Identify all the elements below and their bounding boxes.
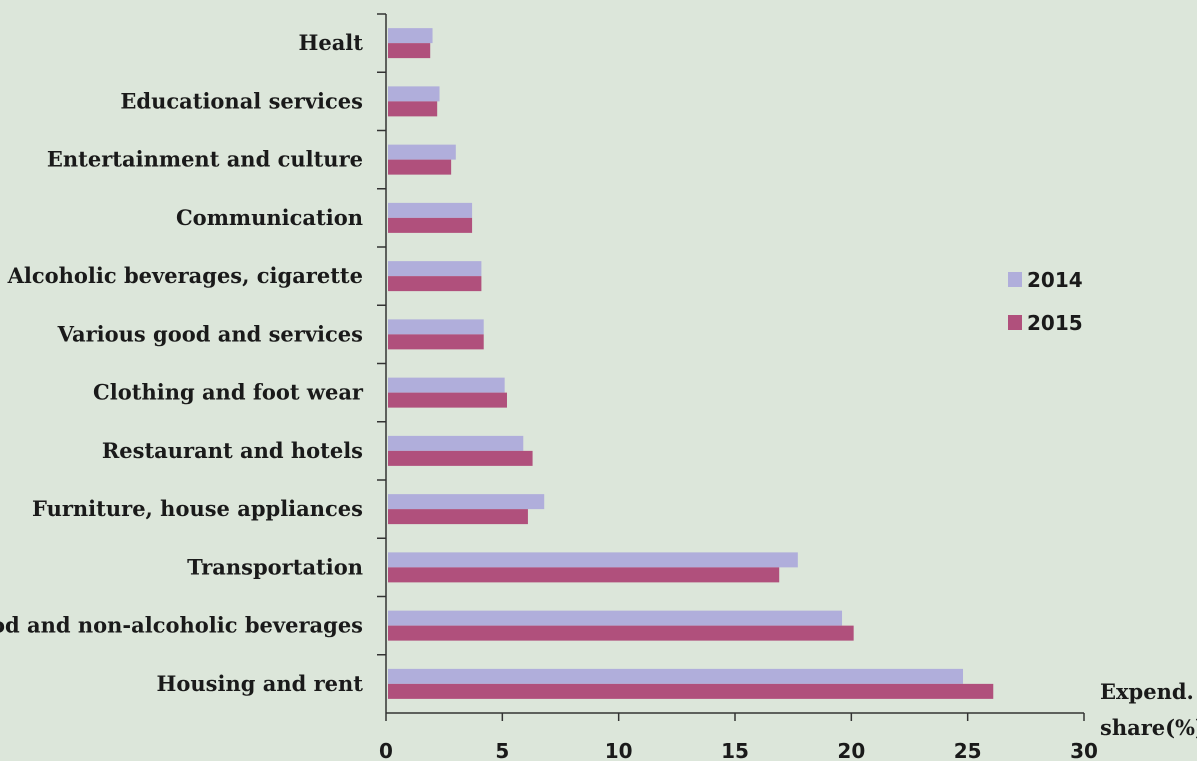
x-tick-label: 20: [837, 739, 865, 761]
category-label: Clothing and foot wear: [93, 380, 364, 405]
axes-layer: [377, 13, 1085, 721]
bar-2014-8: [388, 494, 545, 510]
bar-2014-9: [388, 552, 798, 568]
bar-2015-5: [388, 334, 484, 350]
bar-2014-4: [388, 261, 482, 277]
category-label: Various good and services: [57, 321, 363, 346]
legend: 2014 2015: [1008, 268, 1083, 335]
bar-2014-3: [388, 202, 473, 218]
bar-2014-2: [388, 144, 456, 160]
bar-2014-6: [388, 377, 505, 393]
x-axis-title-line: share(%): [1100, 715, 1197, 740]
bar-2014-1: [388, 86, 440, 102]
category-label: Healt: [299, 30, 364, 55]
bars-layer: [388, 28, 994, 699]
x-tick-label: 15: [721, 739, 749, 761]
bar-2015-2: [388, 159, 452, 175]
category-label: Communication: [176, 205, 363, 230]
category-label: Food and non-alcoholic beverages: [0, 613, 363, 638]
bar-2015-10: [388, 625, 854, 641]
bar-2014-0: [388, 28, 433, 44]
legend-label-2014: 2014: [1027, 268, 1083, 292]
x-tick-label: 0: [379, 739, 393, 761]
bar-2014-11: [388, 668, 964, 684]
x-axis-title: Expend. share(%): [1100, 679, 1197, 740]
x-tick-label: 30: [1070, 739, 1098, 761]
bar-2015-8: [388, 509, 528, 525]
legend-swatch-2014: [1008, 272, 1022, 287]
bar-2014-5: [388, 319, 484, 335]
bar-2014-7: [388, 435, 524, 451]
bar-2015-6: [388, 392, 507, 408]
category-label: Alcoholic beverages, cigarette: [7, 263, 363, 288]
category-label: Furniture, house appliances: [32, 496, 363, 521]
legend-swatch-2015: [1008, 315, 1022, 330]
category-label: Restaurant and hotels: [102, 438, 363, 463]
bar-2015-1: [388, 101, 438, 117]
x-axis-title-line: Expend.: [1100, 679, 1194, 704]
bar-2015-9: [388, 567, 780, 583]
category-label: Transportation: [187, 554, 363, 579]
x-tick-label: 25: [954, 739, 982, 761]
bar-2015-4: [388, 276, 482, 292]
legend-label-2015: 2015: [1027, 311, 1083, 335]
bar-2015-11: [388, 683, 994, 699]
category-labels: Healt Educational services Entertainment a…: [0, 30, 364, 696]
category-label: Entertainment and culture: [47, 147, 363, 172]
category-label: Educational services: [120, 88, 363, 113]
x-tick-label: 10: [605, 739, 633, 761]
bar-2015-3: [388, 217, 473, 233]
x-tick-label: 5: [495, 739, 509, 761]
x-tick-labels: 0 5 10 15 20 25 30: [379, 739, 1098, 761]
bar-2015-0: [388, 43, 431, 59]
bar-2015-7: [388, 450, 533, 466]
bar-2014-10: [388, 610, 843, 626]
category-label: Housing and rent: [157, 671, 364, 696]
